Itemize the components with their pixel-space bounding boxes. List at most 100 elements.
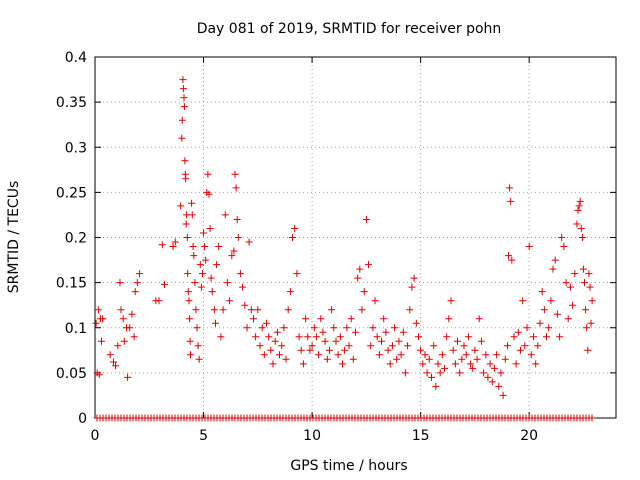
data-point: [508, 256, 516, 264]
data-point: [560, 243, 568, 250]
data-point: [98, 337, 105, 345]
data-point: [454, 337, 461, 345]
data-point: [517, 346, 524, 354]
data-point: [504, 342, 511, 350]
data-point: [464, 333, 472, 341]
data-point: [375, 351, 383, 359]
data-point: [430, 342, 438, 350]
data-point: [299, 360, 307, 368]
x-tick-label: 0: [91, 428, 100, 444]
data-point: [490, 364, 498, 372]
data-point: [239, 283, 247, 291]
data-point: [186, 337, 194, 345]
data-point: [188, 199, 196, 207]
data-point: [445, 315, 453, 323]
data-point: [99, 315, 107, 323]
data-point: [180, 94, 188, 102]
data-point: [223, 279, 231, 287]
data-point: [343, 324, 351, 332]
data-point: [278, 342, 286, 350]
data-point: [397, 351, 405, 359]
data-point: [206, 225, 214, 232]
data-point: [588, 297, 596, 305]
data-point: [585, 270, 593, 278]
data-point: [260, 351, 268, 359]
data-point: [495, 382, 503, 390]
data-point: [323, 355, 331, 363]
y-tick-label: 0.25: [56, 185, 87, 201]
data-point: [205, 190, 213, 198]
data-point: [155, 297, 163, 305]
data-point: [358, 306, 366, 314]
data-point: [586, 283, 594, 291]
data-point: [182, 220, 190, 228]
data-point: [369, 324, 377, 332]
data-point: [521, 342, 529, 350]
data-point: [477, 337, 485, 345]
data-point: [177, 202, 185, 210]
data-point: [579, 265, 587, 273]
data-point: [306, 346, 314, 354]
data-point: [558, 234, 566, 241]
data-point: [319, 328, 327, 336]
data-point: [349, 355, 357, 363]
data-point: [128, 310, 136, 318]
data-point: [428, 373, 435, 381]
data-point: [112, 362, 120, 370]
axis-ticks: 0 0.05 0.1 0.15 0.2 0.25 0.3 0.35 0.4 0 5 10 15 20: [56, 50, 616, 444]
data-point: [536, 319, 544, 327]
data-point: [219, 306, 227, 314]
data-point: [207, 274, 215, 282]
data-point: [569, 301, 577, 309]
data-point: [436, 369, 444, 377]
data-point: [185, 297, 193, 305]
data-point: [501, 355, 509, 363]
data-point: [106, 351, 114, 359]
data-point: [310, 324, 318, 332]
data-point: [297, 346, 305, 354]
data-point: [232, 184, 240, 192]
data-point: [233, 216, 241, 223]
data-point: [566, 283, 574, 291]
data-point: [312, 333, 320, 341]
data-point: [339, 360, 346, 368]
data-point: [124, 373, 132, 381]
data-point: [258, 324, 266, 332]
data-point: [506, 184, 514, 192]
data-point: [126, 324, 134, 332]
data-point: [241, 301, 249, 309]
data-point: [547, 297, 555, 305]
data-point: [584, 346, 592, 354]
data-point: [406, 306, 414, 314]
data-point: [110, 358, 117, 366]
data-point: [441, 364, 448, 372]
data-point: [581, 279, 588, 287]
data-point: [543, 333, 550, 341]
data-point: [271, 337, 279, 345]
data-point: [179, 85, 187, 93]
data-point: [408, 283, 416, 291]
data-point: [587, 319, 595, 327]
data-point: [532, 360, 540, 368]
data-point: [181, 157, 189, 165]
data-point: [286, 288, 294, 296]
grid: [95, 57, 616, 418]
data-point: [341, 346, 349, 354]
data-point: [189, 243, 197, 250]
data-point: [404, 342, 412, 350]
data-point: [192, 306, 200, 314]
data-point: [365, 261, 372, 269]
data-point: [95, 371, 103, 379]
data-point: [321, 337, 329, 345]
data-point: [443, 333, 451, 341]
chart-title: Day 081 of 2019, SRMTID for receiver poh…: [197, 21, 502, 37]
data-point: [482, 351, 490, 359]
data-point: [469, 364, 477, 372]
data-point: [133, 279, 141, 287]
x-tick-label: 15: [412, 428, 430, 444]
data-point: [265, 333, 273, 341]
data-point: [194, 342, 202, 350]
data-point: [190, 252, 198, 260]
data-point: [267, 346, 275, 354]
data-point: [245, 238, 253, 246]
